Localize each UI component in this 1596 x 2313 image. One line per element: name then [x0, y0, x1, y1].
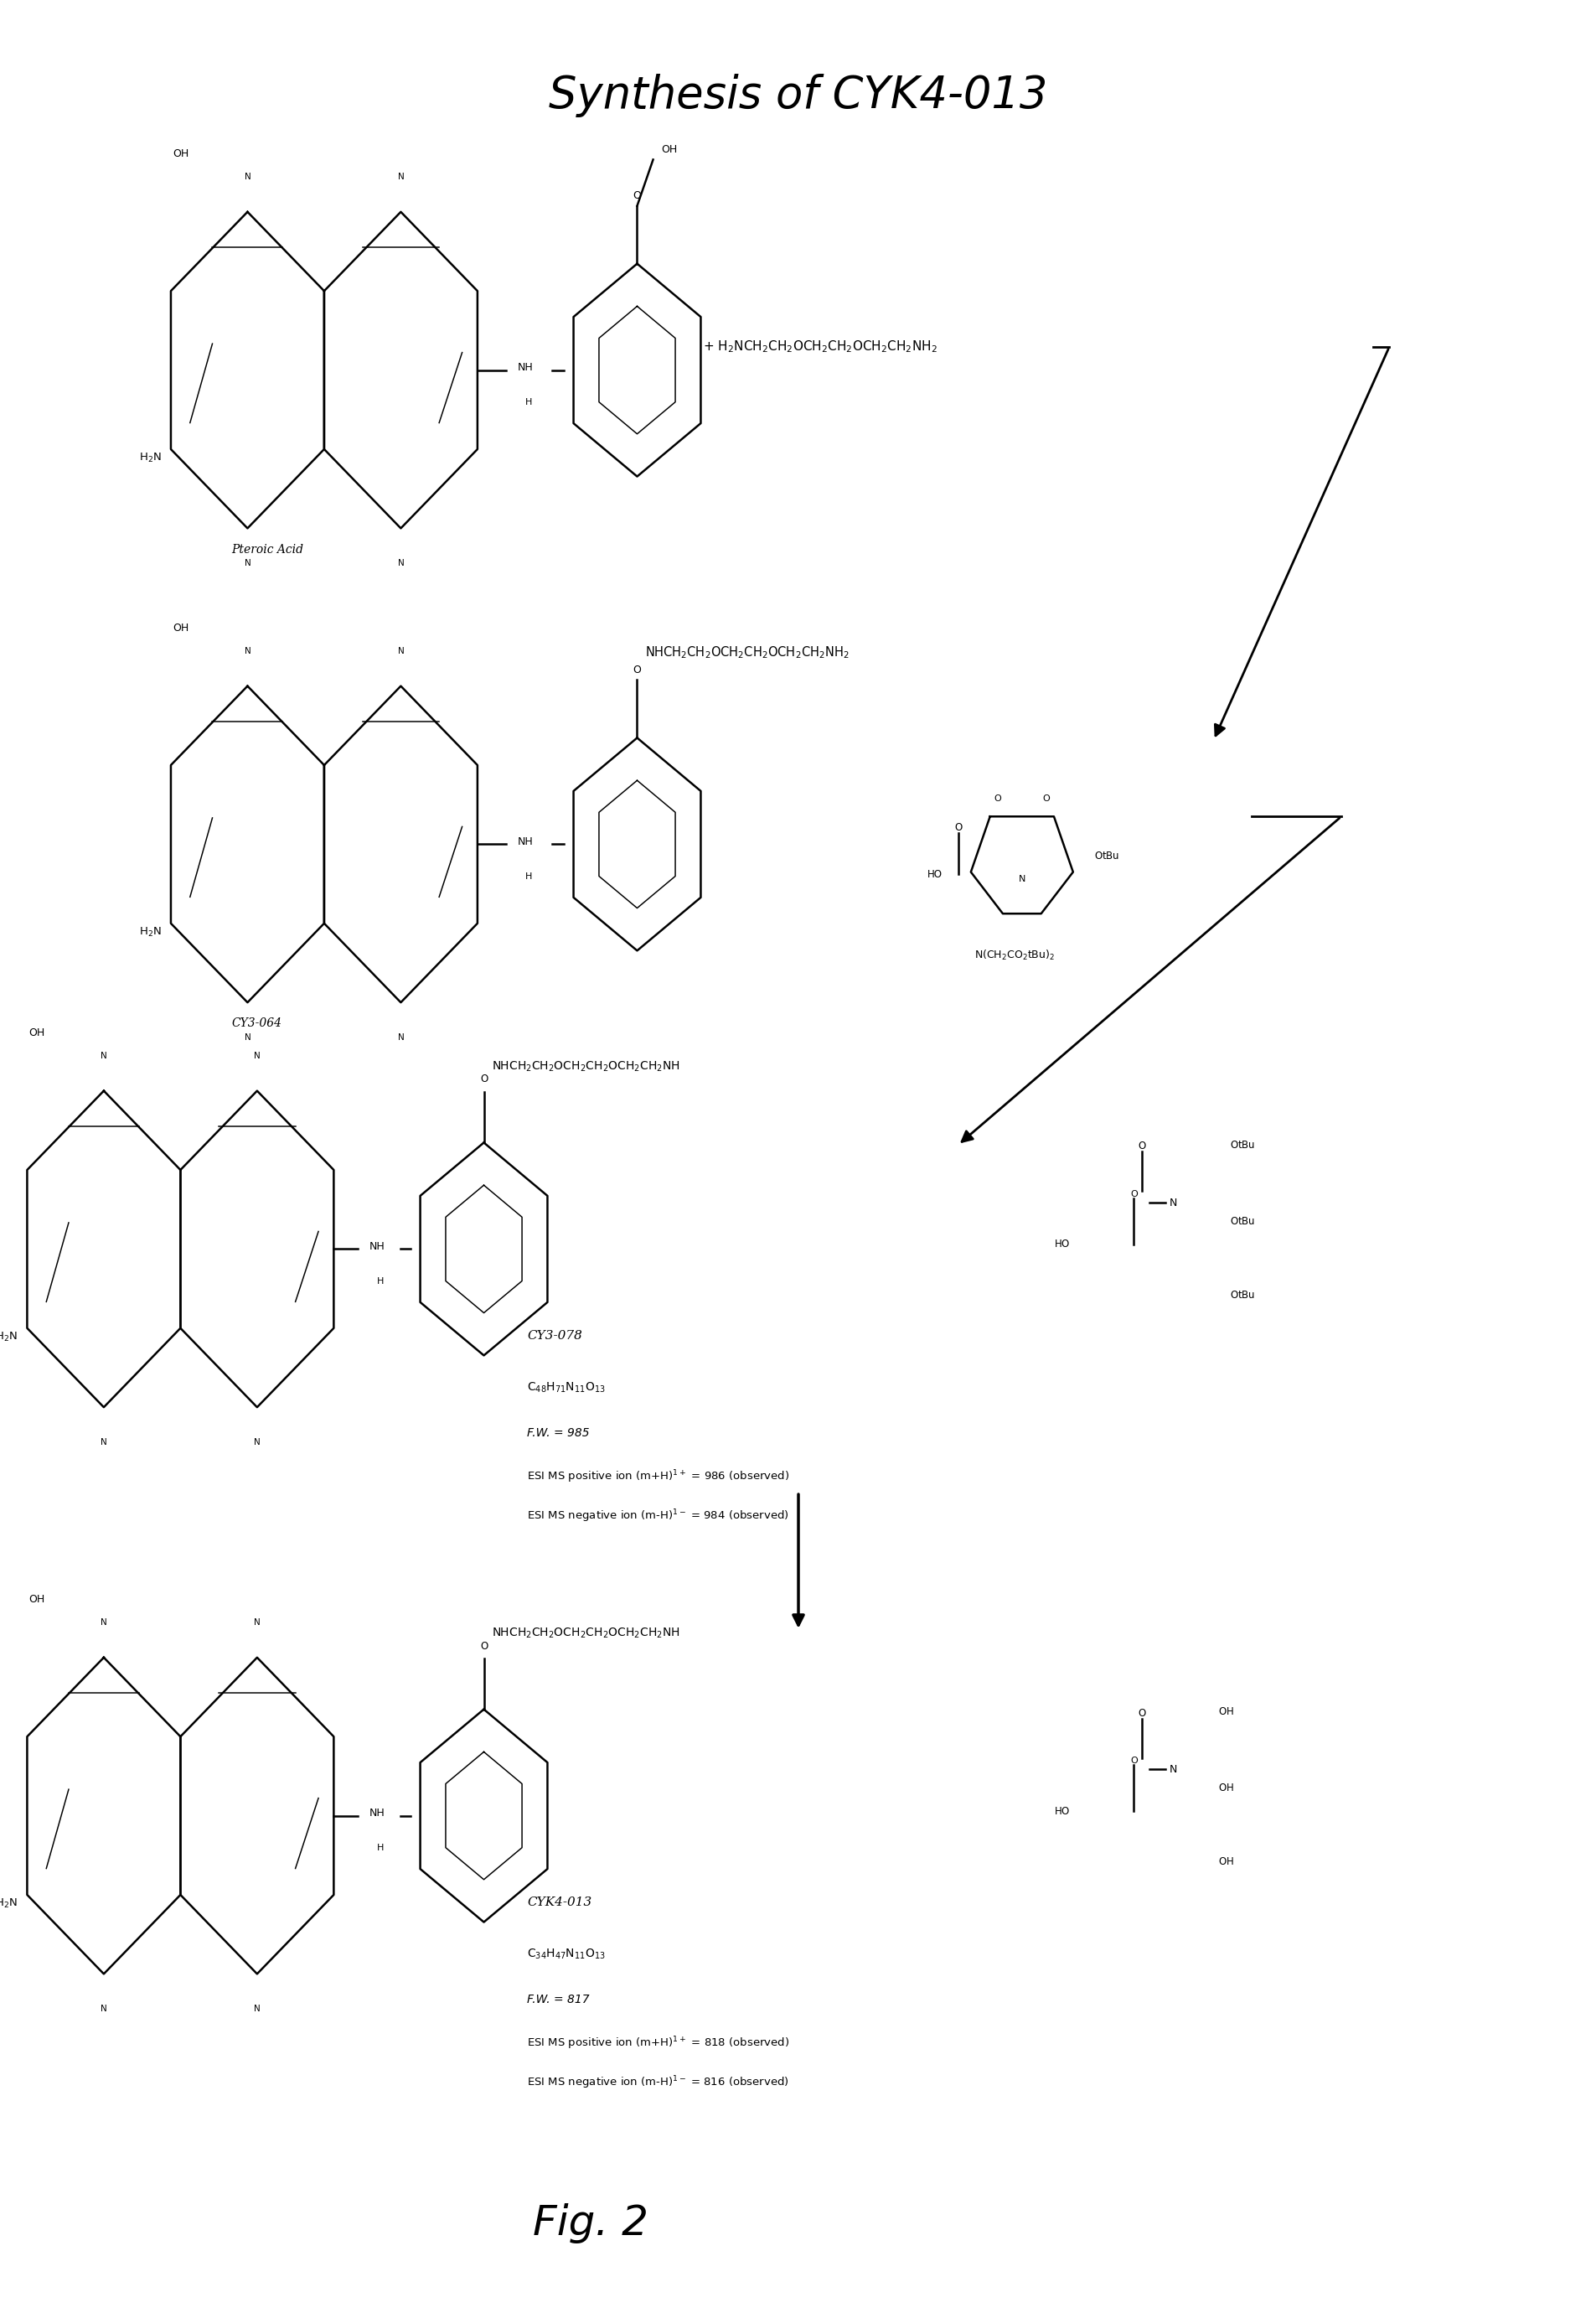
Text: $\mathregular{H_2N}$: $\mathregular{H_2N}$ [139, 925, 161, 939]
Text: $\mathregular{HO}$: $\mathregular{HO}$ [1053, 1806, 1069, 1816]
Text: CYK4-013: CYK4-013 [527, 1897, 592, 1908]
Text: ESI MS positive ion (m+H)$^{1+}$ = 986 (observed): ESI MS positive ion (m+H)$^{1+}$ = 986 (… [527, 1469, 788, 1485]
Text: O: O [994, 793, 1001, 803]
Text: N: N [254, 2005, 260, 2012]
Text: NH: NH [517, 363, 533, 372]
Text: H: H [525, 872, 531, 881]
Text: H: H [377, 1843, 383, 1853]
Text: O: O [1138, 1707, 1144, 1719]
Text: $\mathregular{NHCH_2CH_2OCH_2CH_2OCH_2CH_2NH}$: $\mathregular{NHCH_2CH_2OCH_2CH_2OCH_2CH… [492, 1626, 680, 1640]
Text: N: N [254, 1619, 260, 1626]
Text: N: N [397, 1034, 404, 1041]
Text: $\mathregular{OtBu}$: $\mathregular{OtBu}$ [1229, 1291, 1254, 1300]
Text: O: O [480, 1073, 487, 1085]
Text: OH: OH [29, 1594, 45, 1605]
Text: F.W. = 817: F.W. = 817 [527, 1994, 589, 2005]
Text: $\mathregular{C_{48}H_{71}N_{11}O_{13}}$: $\mathregular{C_{48}H_{71}N_{11}O_{13}}$ [527, 1381, 605, 1395]
Text: N: N [244, 560, 251, 567]
Text: ESI MS positive ion (m+H)$^{1+}$ = 818 (observed): ESI MS positive ion (m+H)$^{1+}$ = 818 (… [527, 2035, 788, 2052]
Text: HO: HO [927, 870, 942, 879]
Text: OH: OH [29, 1027, 45, 1039]
Text: O: O [954, 821, 961, 833]
Text: $\mathregular{NHCH_2CH_2OCH_2CH_2OCH_2CH_2NH}$: $\mathregular{NHCH_2CH_2OCH_2CH_2OCH_2CH… [492, 1059, 680, 1073]
Text: N: N [397, 173, 404, 180]
Text: OH: OH [661, 143, 677, 155]
Text: N: N [1170, 1765, 1176, 1774]
Text: $\mathregular{OtBu}$: $\mathregular{OtBu}$ [1093, 851, 1119, 860]
Text: O: O [1042, 793, 1049, 803]
Text: N: N [1018, 874, 1025, 884]
Text: $\mathregular{H_2N}$: $\mathregular{H_2N}$ [0, 1897, 18, 1911]
Text: OH: OH [172, 622, 188, 634]
Text: Synthesis of CYK4-013: Synthesis of CYK4-013 [549, 74, 1047, 118]
Text: $\mathregular{NHCH_2CH_2OCH_2CH_2OCH_2CH_2NH_2}$: $\mathregular{NHCH_2CH_2OCH_2CH_2OCH_2CH… [645, 645, 849, 659]
Text: NH: NH [369, 1242, 385, 1251]
Text: Fig. 2: Fig. 2 [533, 2204, 648, 2244]
Text: $\mathregular{OH}$: $\mathregular{OH}$ [1218, 1857, 1234, 1867]
Text: F.W. = 985: F.W. = 985 [527, 1427, 589, 1439]
Text: ESI MS negative ion (m-H)$^{1-}$ = 984 (observed): ESI MS negative ion (m-H)$^{1-}$ = 984 (… [527, 1508, 788, 1524]
Text: $\mathregular{H_2N}$: $\mathregular{H_2N}$ [139, 451, 161, 465]
Text: $\mathregular{OtBu}$: $\mathregular{OtBu}$ [1229, 1140, 1254, 1150]
Text: H: H [525, 398, 531, 407]
Text: NH: NH [369, 1809, 385, 1818]
Text: $\mathregular{OH}$: $\mathregular{OH}$ [1218, 1783, 1234, 1793]
Text: $\mathregular{C_{34}H_{47}N_{11}O_{13}}$: $\mathregular{C_{34}H_{47}N_{11}O_{13}}$ [527, 1948, 605, 1961]
Text: N: N [397, 560, 404, 567]
Text: N: N [101, 2005, 107, 2012]
Text: N: N [244, 648, 251, 655]
Text: $\mathregular{N(CH_2CO_2tBu)_2}$: $\mathregular{N(CH_2CO_2tBu)_2}$ [974, 948, 1053, 962]
Text: Pteroic Acid: Pteroic Acid [231, 544, 303, 555]
Text: NH: NH [517, 837, 533, 847]
Text: O: O [1130, 1756, 1136, 1765]
Text: $\mathregular{HO}$: $\mathregular{HO}$ [1053, 1240, 1069, 1249]
Text: N: N [254, 1052, 260, 1059]
Text: N: N [397, 648, 404, 655]
Text: OH: OH [172, 148, 188, 160]
Text: CY3-064: CY3-064 [231, 1018, 281, 1029]
Text: N: N [101, 1619, 107, 1626]
Text: $\mathregular{OH}$: $\mathregular{OH}$ [1218, 1707, 1234, 1716]
Text: $\mathregular{OtBu}$: $\mathregular{OtBu}$ [1229, 1217, 1254, 1226]
Text: O: O [632, 664, 642, 675]
Text: H: H [377, 1277, 383, 1286]
Text: ESI MS negative ion (m-H)$^{1-}$ = 816 (observed): ESI MS negative ion (m-H)$^{1-}$ = 816 (… [527, 2075, 788, 2091]
Text: N: N [254, 1439, 260, 1446]
Text: O: O [1130, 1189, 1136, 1198]
Text: O: O [1138, 1140, 1144, 1152]
Text: N: N [101, 1439, 107, 1446]
Text: N: N [244, 1034, 251, 1041]
Text: $\mathregular{H_2N}$: $\mathregular{H_2N}$ [0, 1330, 18, 1344]
Text: O: O [480, 1640, 487, 1651]
Text: CY3-078: CY3-078 [527, 1330, 583, 1342]
Text: $+\ \mathregular{H_2NCH_2CH_2OCH_2CH_2OCH_2CH_2NH_2}$: $+\ \mathregular{H_2NCH_2CH_2OCH_2CH_2OC… [702, 340, 937, 354]
Text: N: N [1170, 1198, 1176, 1207]
Text: O: O [632, 190, 642, 201]
Text: N: N [101, 1052, 107, 1059]
Text: N: N [244, 173, 251, 180]
